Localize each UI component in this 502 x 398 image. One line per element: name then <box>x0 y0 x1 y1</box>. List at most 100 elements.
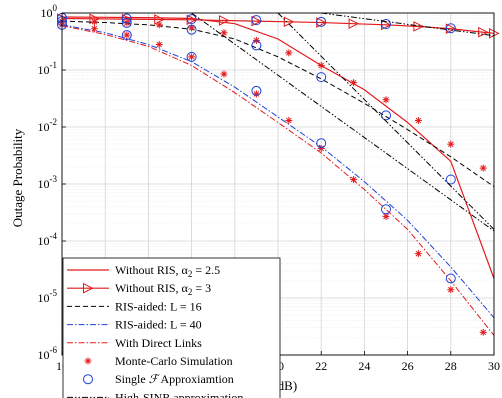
y-tick-exponent: -3 <box>50 174 58 184</box>
data-point <box>186 51 197 62</box>
asterisk-stroke <box>383 213 389 220</box>
legend-label-text: Without RIS, α <box>115 281 189 295</box>
y-tick-label: 10-3 <box>38 174 58 191</box>
x-tick-label: 22 <box>315 359 327 373</box>
y-tick-exponent: -5 <box>50 288 58 298</box>
data-point <box>413 21 425 32</box>
data-point <box>381 110 391 121</box>
x-tick-label: 24 <box>358 359 370 373</box>
data-point <box>251 85 262 96</box>
series-8 <box>191 12 495 232</box>
y-tick-label: 10-5 <box>38 288 58 305</box>
y-tick-exponent: -1 <box>50 60 58 70</box>
legend-label-text: Approxiamtion <box>158 372 234 386</box>
x-tick-label: 30 <box>488 359 500 373</box>
data-point <box>285 49 293 57</box>
x-tick-label: 28 <box>445 359 457 373</box>
data-point <box>251 40 262 51</box>
asterisk-stroke <box>156 41 163 48</box>
series-line <box>321 12 495 37</box>
legend-label-text: With Direct Links <box>115 336 202 350</box>
asterisk-stroke <box>91 25 98 32</box>
data-point <box>479 164 487 172</box>
data-point <box>316 16 327 27</box>
data-point <box>219 15 230 26</box>
asterisk-stroke <box>415 117 422 124</box>
data-point <box>350 79 358 87</box>
data-point <box>382 96 390 104</box>
legend-label-text: Single <box>115 372 149 386</box>
data-point <box>447 140 455 148</box>
series-line <box>61 24 495 319</box>
legend-swatch-marker <box>84 357 92 365</box>
legend-label-text: Without RIS, α <box>115 263 189 277</box>
asterisk-stroke <box>447 141 454 147</box>
legend-label-text: High-SINR approximation <box>115 390 243 398</box>
y-axis-label: Outage Probability <box>10 128 25 227</box>
asterisk-stroke <box>350 79 357 86</box>
data-point <box>445 174 456 185</box>
data-point <box>479 328 487 336</box>
legend-label-text: RIS-aided: L = 16 <box>115 299 202 313</box>
data-point <box>155 21 163 29</box>
legend-label: High-SINR approximation <box>115 390 243 398</box>
legend-label-text: RIS-aided: L = 40 <box>115 318 202 332</box>
asterisk-stroke <box>480 165 487 171</box>
data-point <box>316 138 327 149</box>
legend-label-sub: 2 <box>188 269 193 279</box>
legend-label: Without RIS, α2 = 2.5 <box>115 263 220 279</box>
legend-label: RIS-aided: L = 16 <box>115 299 202 313</box>
asterisk-stroke <box>188 54 195 60</box>
asterisk-stroke <box>285 50 292 56</box>
data-point <box>350 175 358 183</box>
series-line <box>61 25 495 336</box>
legend-label: Single ℱ Approxiamtion <box>115 372 234 386</box>
series-line <box>61 16 495 279</box>
data-point <box>317 144 325 152</box>
y-tick-label: 10-2 <box>38 117 58 134</box>
y-tick-base: 10 <box>38 348 50 362</box>
legend-label: Monte-Carlo Simulation <box>115 354 233 368</box>
series-3 <box>61 20 495 188</box>
data-point <box>188 53 196 61</box>
y-tick-label: 10-6 <box>38 345 58 362</box>
data-point <box>123 31 131 39</box>
series-1 <box>61 16 495 279</box>
series-line <box>61 17 495 34</box>
y-tick-base: 10 <box>38 177 50 191</box>
y-tick-exponent: -4 <box>50 231 58 241</box>
series-line <box>61 20 495 188</box>
legend-label: With Direct Links <box>115 336 202 350</box>
data-point <box>90 18 98 26</box>
data-point <box>186 14 197 25</box>
asterisk-stroke <box>85 358 91 364</box>
asterisk-stroke <box>91 19 98 25</box>
series-5 <box>61 25 495 336</box>
data-point <box>414 250 422 258</box>
data-point <box>121 17 132 28</box>
y-tick-base: 10 <box>38 291 50 305</box>
data-point <box>478 26 489 38</box>
legend-swatch-marker <box>83 282 94 294</box>
asterisk-stroke <box>480 329 487 336</box>
legend-label-text: = 2.5 <box>192 263 220 277</box>
legend-label-text: = 3 <box>192 281 211 295</box>
x-tick-label: 26 <box>402 359 414 373</box>
series-7 <box>57 12 456 284</box>
y-tick-exponent: -6 <box>50 345 58 355</box>
data-point <box>445 273 456 284</box>
y-tick-label: 10-4 <box>38 231 58 248</box>
data-point <box>445 23 456 34</box>
y-tick-base: 10 <box>41 6 53 20</box>
data-point <box>317 61 325 69</box>
asterisk-stroke <box>383 97 389 103</box>
data-point <box>285 117 293 125</box>
asterisk-stroke <box>318 62 325 69</box>
data-point <box>447 286 455 294</box>
asterisk-stroke <box>188 24 195 31</box>
asterisk-stroke <box>318 145 325 152</box>
asterisk-stroke <box>123 32 130 38</box>
data-point <box>381 19 391 30</box>
series-4 <box>61 24 495 319</box>
